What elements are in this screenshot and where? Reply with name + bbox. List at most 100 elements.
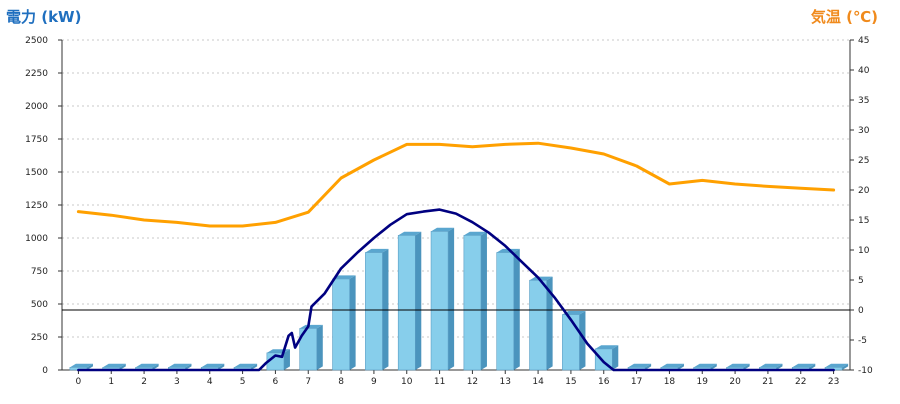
- bar: [365, 252, 383, 371]
- y-left-tick-label: 1000: [25, 234, 48, 244]
- x-tick-label: 4: [207, 377, 213, 387]
- bar: [332, 278, 350, 371]
- x-tick-label: 7: [305, 377, 311, 387]
- x-tick-label: 19: [697, 377, 709, 387]
- y-right-tick-label: 35: [858, 96, 869, 106]
- x-tick-label: 16: [598, 377, 610, 387]
- bar-top: [431, 227, 455, 232]
- y-right-tick-label: -10: [858, 366, 873, 376]
- bar-side: [316, 324, 323, 370]
- bar-top: [398, 231, 422, 236]
- bar-top: [759, 363, 783, 368]
- bar-top: [660, 363, 684, 368]
- bar-top: [463, 231, 487, 236]
- bar: [463, 235, 482, 371]
- bar-side: [743, 363, 750, 370]
- bar-side: [645, 363, 652, 370]
- bar-top: [628, 363, 652, 368]
- x-tick-label: 17: [631, 377, 642, 387]
- x-tick-label: 2: [141, 377, 147, 387]
- x-tick-label: 11: [434, 377, 445, 387]
- y-left-tick-label: 1250: [25, 201, 48, 211]
- bar-side: [710, 363, 717, 370]
- bar-side: [546, 276, 553, 370]
- y-axis-left-label: 電力 (kW): [6, 8, 82, 26]
- bar-side: [579, 310, 586, 370]
- x-tick-label: 10: [401, 377, 413, 387]
- y-left-tick-label: 0: [42, 366, 48, 376]
- temperature-line: [76, 141, 836, 228]
- bar-side: [86, 363, 93, 370]
- power-line: [77, 208, 835, 372]
- bar-side: [119, 363, 126, 370]
- y-left-tick-label: 1500: [25, 168, 48, 178]
- x-tick-label: 14: [532, 377, 544, 387]
- y-right-tick-label: -5: [858, 336, 867, 346]
- bar-top: [102, 363, 126, 368]
- bar-side: [152, 363, 159, 370]
- y-left-tick-label: 2250: [25, 69, 48, 79]
- x-tick-label: 8: [338, 377, 344, 387]
- x-tick-label: 0: [76, 377, 82, 387]
- y-right-tick-label: 0: [858, 306, 864, 316]
- x-tick-label: 18: [664, 377, 676, 387]
- bar-top: [529, 276, 553, 281]
- y-right-tick-label: 20: [858, 186, 870, 196]
- bar-side: [218, 363, 225, 370]
- x-tick-label: 23: [828, 377, 839, 387]
- x-tick-label: 6: [273, 377, 279, 387]
- bar-side: [382, 248, 389, 370]
- bar-side: [251, 363, 258, 370]
- bar-side: [513, 248, 520, 370]
- bar-top: [825, 363, 849, 368]
- bar-top: [726, 363, 750, 368]
- bar-top: [562, 310, 586, 315]
- bar-top: [201, 363, 225, 368]
- bar-top: [496, 248, 520, 253]
- bar-top: [168, 363, 192, 368]
- x-tick-label: 20: [729, 377, 741, 387]
- x-tick-label: 15: [565, 377, 576, 387]
- bar-top: [234, 363, 258, 368]
- y-right-tick-label: 15: [858, 216, 869, 226]
- y-left-tick-label: 2000: [25, 102, 48, 112]
- bar-side: [283, 349, 290, 370]
- bar-side: [480, 231, 487, 370]
- y-right-tick-label: 10: [858, 246, 870, 256]
- bar-side: [842, 363, 849, 370]
- x-tick-label: 22: [795, 377, 806, 387]
- bar-top: [69, 363, 93, 368]
- bar-side: [776, 363, 783, 370]
- bar: [397, 235, 416, 371]
- x-tick-label: 21: [762, 377, 773, 387]
- bar-side: [185, 363, 192, 370]
- bar-side: [612, 345, 619, 370]
- bar-top: [332, 275, 356, 279]
- x-tick-label: 12: [467, 377, 478, 387]
- y-right-tick-label: 40: [858, 66, 870, 76]
- bar: [529, 279, 547, 371]
- bar: [496, 252, 515, 371]
- y-left-tick-label: 500: [31, 300, 48, 310]
- bar-top: [135, 363, 159, 368]
- y-right-tick-label: 45: [858, 36, 869, 46]
- x-tick-label: 9: [371, 377, 377, 387]
- y-left-tick-label: 750: [31, 267, 48, 277]
- bar-top: [792, 363, 816, 368]
- y-left-tick-label: 250: [31, 333, 48, 343]
- bar-top: [365, 248, 389, 253]
- bar-side: [349, 275, 356, 370]
- x-tick-label: 13: [500, 377, 511, 387]
- y-axis-right-label: 気温 (℃): [810, 8, 878, 26]
- bar-top: [299, 324, 323, 329]
- y-left-tick-label: 2500: [25, 36, 48, 46]
- x-tick-label: 3: [174, 377, 180, 387]
- bar: [562, 314, 580, 371]
- x-tick-label: 5: [240, 377, 246, 387]
- bar-top: [595, 345, 619, 349]
- bar-side: [677, 363, 684, 370]
- bar-side: [809, 363, 816, 370]
- y-left-tick-label: 1750: [25, 135, 48, 145]
